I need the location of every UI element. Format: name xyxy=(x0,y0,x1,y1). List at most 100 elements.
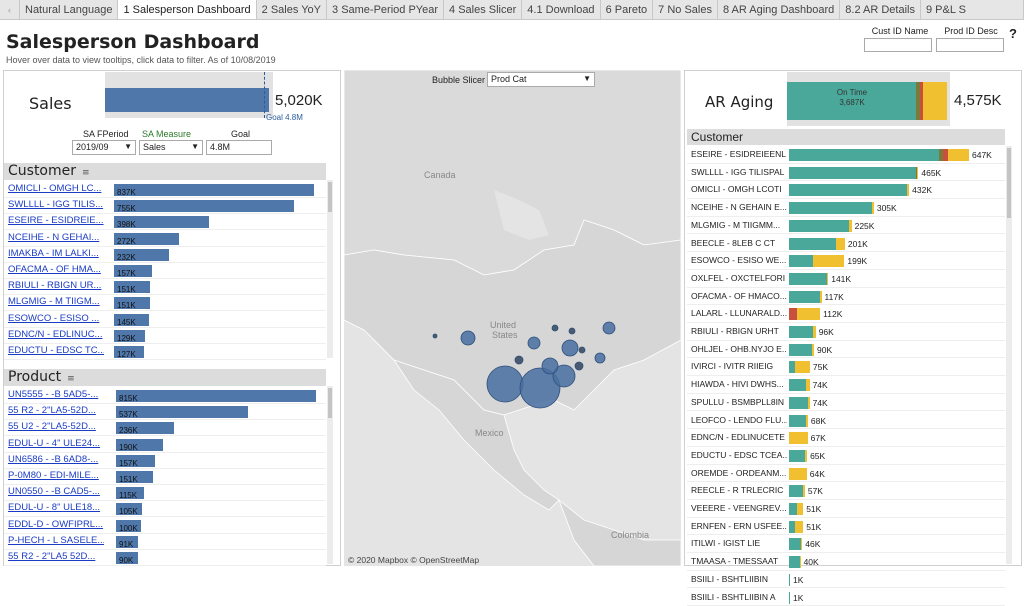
ar-segment-late-3[interactable] xyxy=(923,82,947,120)
ar-row-segment[interactable] xyxy=(797,503,803,515)
customer-row[interactable]: ESOWCO - ESISO ...145K xyxy=(4,311,326,328)
ar-row-segment[interactable] xyxy=(820,291,821,303)
ar-row-segment[interactable] xyxy=(789,220,849,232)
map-view[interactable]: Canada United States Mexico Colombia xyxy=(344,70,681,566)
customer-scrollbar[interactable] xyxy=(327,180,333,358)
product-row-label[interactable]: UN5555 - -B 5AD5-... xyxy=(8,389,104,400)
ar-row-segment[interactable] xyxy=(812,344,814,356)
ar-row-segment[interactable] xyxy=(789,574,790,586)
ar-customer-label[interactable]: ERNFEN - ERN USFEE... xyxy=(691,521,787,531)
ar-customer-label[interactable]: EDUCTU - EDSC TCEA... xyxy=(691,450,787,460)
customer-row-label[interactable]: EDUCTU - EDSC TC... xyxy=(8,345,104,356)
ar-customer-label[interactable]: ESOWCO - ESISO WE... xyxy=(691,255,787,265)
customer-row[interactable]: MLGMIG - M TIIGM...151K xyxy=(4,294,326,311)
map-bubble[interactable] xyxy=(603,322,615,334)
tab-natural-language[interactable]: Natural Language xyxy=(20,0,118,19)
ar-customer-label[interactable]: TMAASA - TMESSAAT xyxy=(691,556,787,566)
ar-row-segment[interactable] xyxy=(789,485,803,497)
ar-customer-row[interactable]: OREMDE - ORDEANM...64K xyxy=(687,465,1005,483)
map-bubble[interactable] xyxy=(552,325,558,331)
customer-row[interactable]: SWLLLL - IGG TILIS... 755K xyxy=(4,197,326,214)
product-row-bar[interactable]: 537K xyxy=(116,406,248,418)
prod-id-filter[interactable] xyxy=(936,38,1004,52)
sales-bar[interactable] xyxy=(105,88,269,112)
product-row[interactable]: EDUL-U - 4" ULE24... 190K xyxy=(4,436,326,453)
bubble-slicer-dropdown[interactable]: Prod Cat▼ xyxy=(487,72,595,87)
customer-row-label[interactable]: ESOWCO - ESISO ... xyxy=(8,313,104,324)
ar-customer-label[interactable]: RBIULI - RBIGN URHT xyxy=(691,326,787,336)
map-svg[interactable] xyxy=(344,70,681,566)
ar-row-segment[interactable] xyxy=(849,220,852,232)
customer-row-bar[interactable]: 157K xyxy=(114,265,152,277)
product-row-label[interactable]: EDUL-U - 4" ULE24... xyxy=(8,438,104,449)
customer-row[interactable]: NCEIHE - N GEHAI...272K xyxy=(4,230,326,247)
product-row[interactable]: 55 R2 - 2"LA5-52D...537K xyxy=(4,403,326,420)
product-row[interactable]: UN6586 - -B 6AD8-...157K xyxy=(4,452,326,469)
ar-customer-label[interactable]: LEOFCO - LENDO FLU... xyxy=(691,415,787,425)
ar-row-segment[interactable] xyxy=(789,379,806,391)
tab-salesperson-dashboard[interactable]: 1 Salesperson Dashboard xyxy=(118,0,256,19)
customer-row-label[interactable]: EDNC/N - EDLINUC... xyxy=(8,329,104,340)
ar-customer-row[interactable]: NCEIHE - N GEHAIN E...305K xyxy=(687,199,1005,217)
ar-row-segment[interactable] xyxy=(800,556,801,568)
ar-row-segment[interactable] xyxy=(806,379,810,391)
customer-row-bar[interactable]: 127K xyxy=(114,346,144,358)
ar-customer-label[interactable]: IVIRCI - IVITR RIIEIG xyxy=(691,361,787,371)
ar-row-segment[interactable] xyxy=(789,415,806,427)
customer-row[interactable]: RBIULI - RBIGN UR...151K xyxy=(4,278,326,295)
ar-customer-row[interactable]: OHLJEL - OHB.NYJO E...90K xyxy=(687,341,1005,359)
ar-row-segment[interactable] xyxy=(948,149,969,161)
ar-row-segment[interactable] xyxy=(789,291,820,303)
product-row-label[interactable]: 55 R2 - 2"LA5 52D... xyxy=(8,551,104,562)
customer-row[interactable]: EDUCTU - EDSC TC... 127K xyxy=(4,343,326,360)
product-row-bar[interactable]: 190K xyxy=(116,439,163,451)
ar-row-segment[interactable] xyxy=(795,361,810,373)
map-bubble[interactable] xyxy=(528,337,540,349)
customer-row-label[interactable]: RBIULI - RBIGN UR... xyxy=(8,280,104,291)
customer-row-label[interactable]: SWLLLL - IGG TILIS... xyxy=(8,199,104,210)
customer-row-bar[interactable]: 837K xyxy=(114,184,314,196)
ar-row-segment[interactable] xyxy=(789,503,797,515)
ar-customer-label[interactable]: OXLFEL - OXCTELFORI xyxy=(691,273,787,283)
tab-ar-aging-dashboard[interactable]: 8 AR Aging Dashboard xyxy=(718,0,840,19)
ar-customer-label[interactable]: SPULLU - BSMBPLL8IN xyxy=(691,397,787,407)
customer-row[interactable]: EDNC/N - EDLINUC... 129K xyxy=(4,327,326,344)
ar-row-segment[interactable] xyxy=(805,450,807,462)
map-bubble[interactable] xyxy=(595,353,605,363)
ar-row-segment[interactable] xyxy=(917,167,918,179)
tab-same-period-pyear[interactable]: 3 Same-Period PYear xyxy=(327,0,444,19)
ar-row-segment[interactable] xyxy=(789,273,827,285)
ar-row-segment[interactable] xyxy=(827,273,828,285)
ar-customer-row[interactable]: OFACMA - OF HMACO...117K xyxy=(687,288,1005,306)
ar-row-segment[interactable] xyxy=(789,308,797,320)
product-row[interactable]: EDUL-U - 8" ULE18...105K xyxy=(4,500,326,517)
tab-pareto[interactable]: 6 Pareto xyxy=(601,0,654,19)
ar-customer-label[interactable]: BSIILI - BSHTLIIBIN A xyxy=(691,592,787,602)
ar-customer-label[interactable]: HIAWDA - HIVI DWHS... xyxy=(691,379,787,389)
ar-row-segment[interactable] xyxy=(789,538,801,550)
product-row[interactable]: P-0M80 - EDI-MILE...151K xyxy=(4,468,326,485)
customer-row-label[interactable]: IMAKBA - IM LALKI... xyxy=(8,248,104,259)
customer-row-bar[interactable]: 151K xyxy=(114,297,150,309)
ar-row-segment[interactable] xyxy=(789,238,836,250)
ar-row-segment[interactable] xyxy=(789,592,790,604)
ar-row-segment[interactable] xyxy=(806,415,808,427)
map-bubble[interactable] xyxy=(579,347,585,353)
ar-customer-label[interactable]: VEEERE - VEENGREV... xyxy=(691,503,787,513)
customer-row-bar[interactable]: 129K xyxy=(114,330,145,342)
ar-customer-label[interactable]: OHLJEL - OHB.NYJO E... xyxy=(691,344,787,354)
ar-row-segment[interactable] xyxy=(789,167,916,179)
customer-row-bar[interactable]: 755K xyxy=(114,200,294,212)
ar-customer-label[interactable]: OFACMA - OF HMACO... xyxy=(691,291,787,301)
ar-customer-row[interactable]: ERNFEN - ERN USFEE...51K xyxy=(687,518,1005,536)
ar-customer-label[interactable]: EDNC/N - EDLINUCETE xyxy=(691,432,787,442)
product-row-label[interactable]: P-0M80 - EDI-MILE... xyxy=(8,470,104,481)
customer-row-label[interactable]: OMICLI - OMGH LC... xyxy=(8,183,104,194)
product-row-bar[interactable]: 157K xyxy=(116,455,155,467)
